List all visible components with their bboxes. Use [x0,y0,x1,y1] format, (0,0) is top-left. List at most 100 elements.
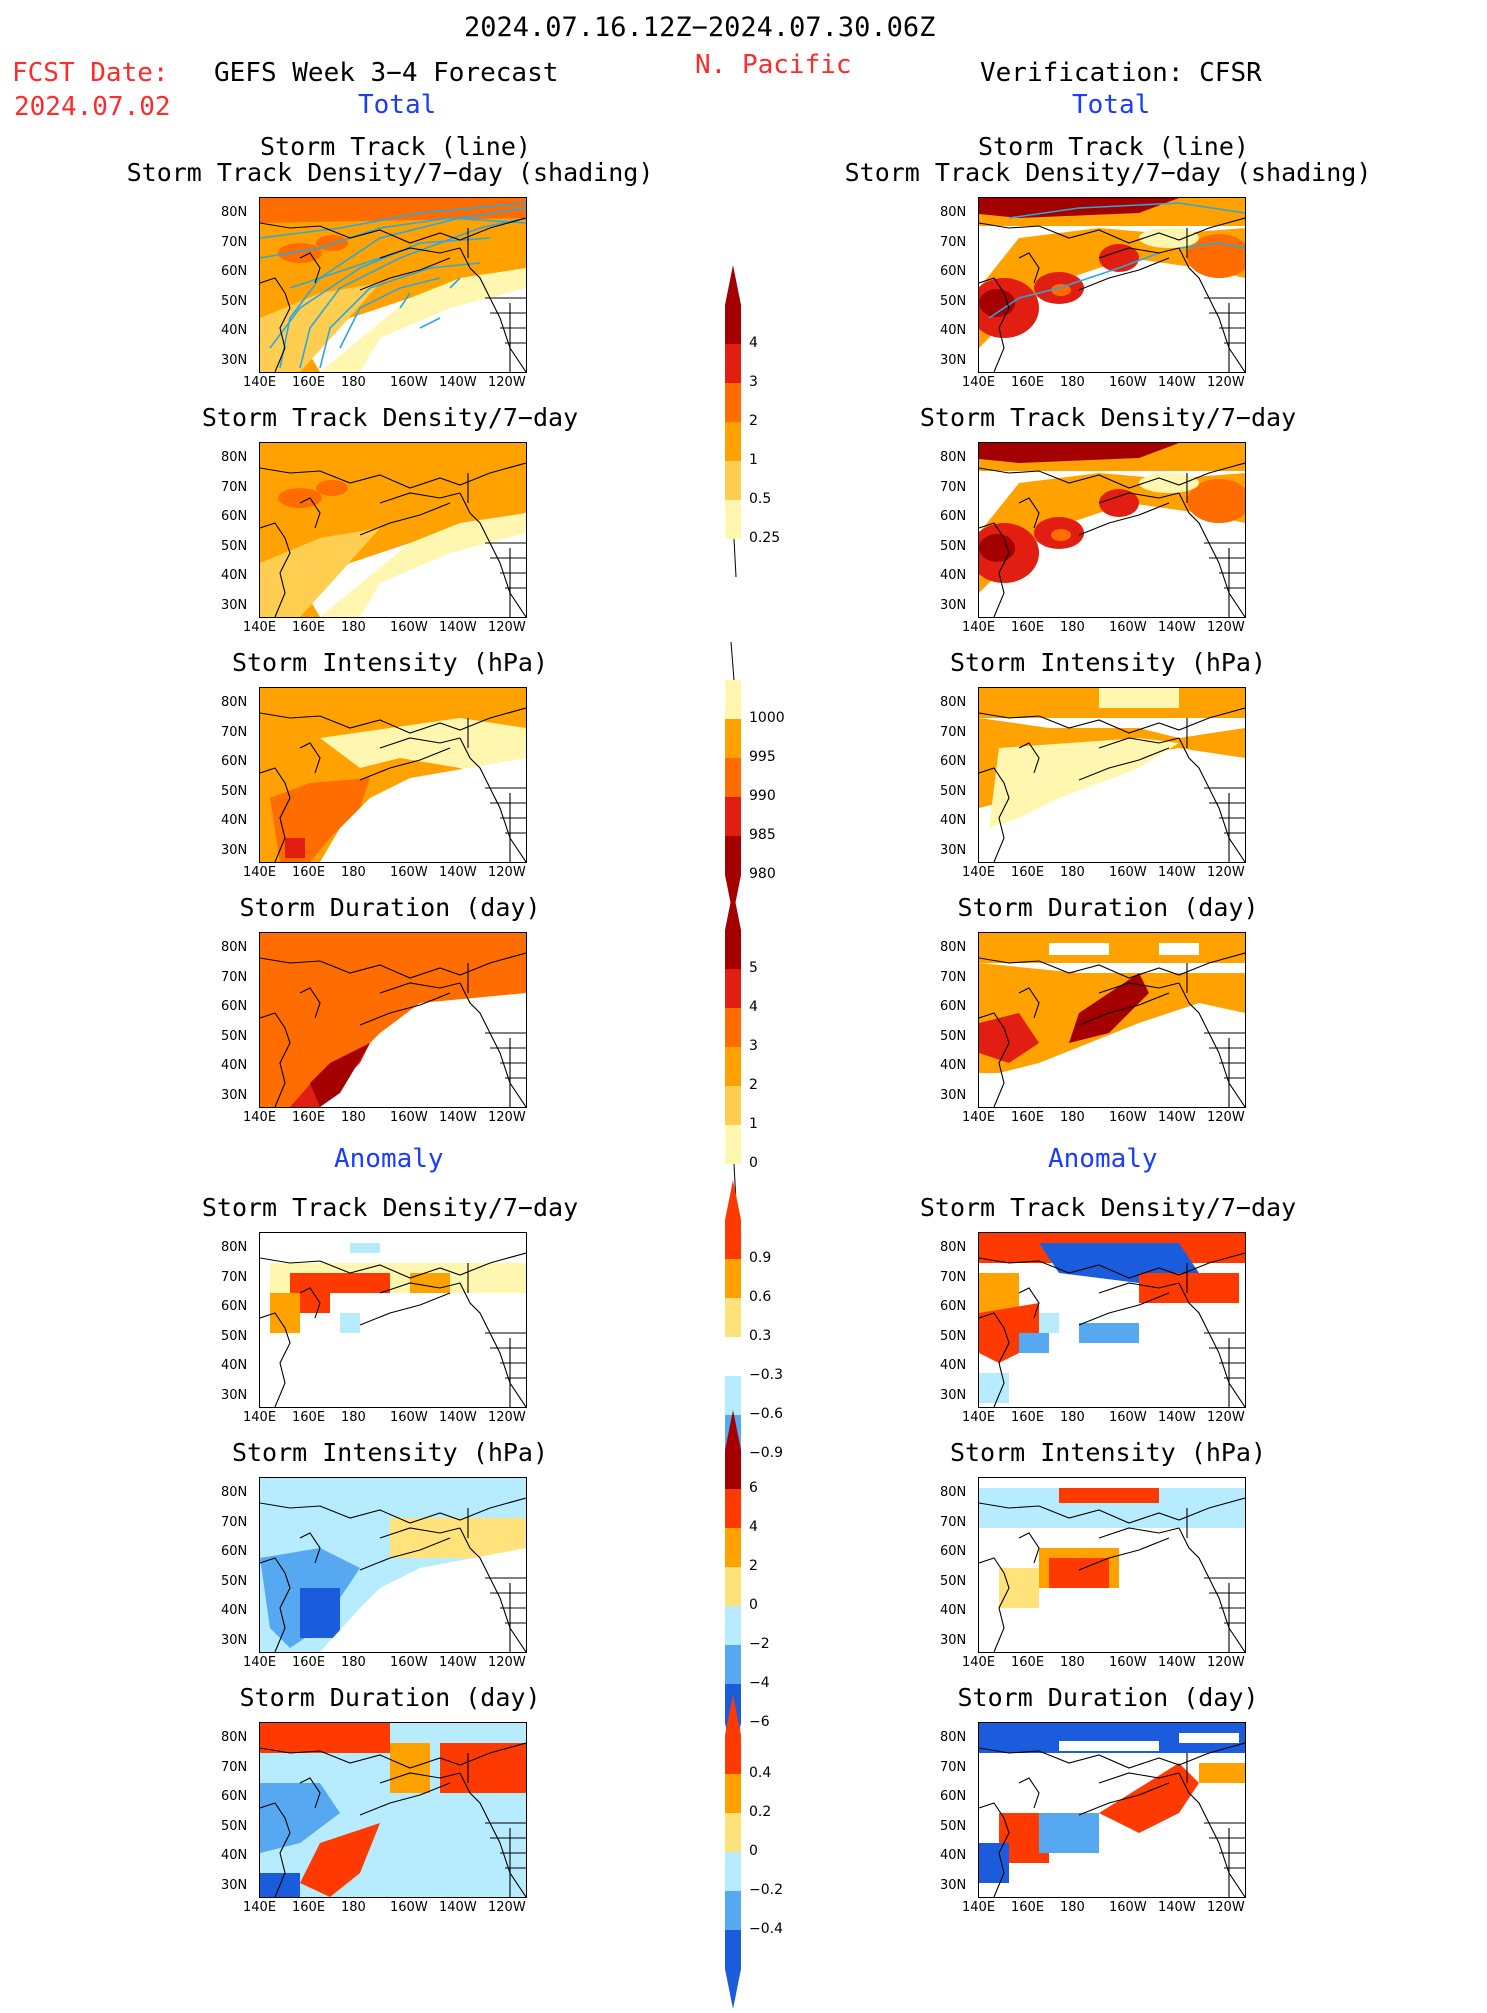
right-density-shade-region-7 [1051,529,1071,541]
left-density-anom-coastline-0 [260,1252,526,1279]
left-density-anom-lat-label-30N: 30N [221,1387,248,1403]
right-duration-anom-shade-region-3 [1179,1733,1239,1743]
left-duration-anom-lat-label-70N: 70N [221,1759,248,1775]
right-intensity-anom-lon-label-140E: 140E [962,1655,996,1670]
left-track-line-coastline-4 [359,257,451,291]
right-duration-lat-label-40N: 40N [940,1058,967,1073]
right-duration-title: Storm Duration (day) [957,893,1259,922]
left-intensity-anom-shading [260,1478,526,1652]
colorbar-density_anom-swatch-3 [725,1337,741,1376]
left-duration-anom-lon-label-160W: 160W [390,1900,428,1915]
left-duration-anom-lon-label-160E: 160E [292,1900,326,1915]
left-density-lat-label-70N: 70N [221,479,248,495]
right-duration-anom-lat-label-60N: 60N [940,1789,967,1804]
left-duration-map [259,932,527,1108]
left-density-coastline-1 [260,522,291,617]
colorbar-duration-swatch-1 [725,969,741,1008]
right-duration-map [978,932,1246,1108]
right-density-lon-label-160E: 160E [1011,620,1045,635]
right-intensity-anom-coastline-3 [1098,1527,1180,1539]
right-duration-anom-coastline-4 [1078,1782,1170,1816]
right-intensity-anom-coastline-1 [979,1557,1010,1652]
right-density-shade-region-11 [1139,473,1199,493]
left-duration-lat-label-40N: 40N [221,1058,248,1073]
left-track-line-lon-label-120W: 120W [488,375,526,390]
right-intensity-lat-label-30N: 30N [940,842,967,858]
right-duration-lon-label-140E: 140E [962,1110,996,1125]
colorbar-intensity-label-2: 990 [749,788,776,804]
left-density-anom-coastline-1 [260,1312,291,1407]
colorbar-duration-label-3: 2 [749,1077,758,1093]
right-duration-anom-lat-label-50N: 50N [940,1818,967,1834]
right-density-shade-region-5 [979,534,1015,562]
colorbar-duration_anom-swatch-0 [725,1735,741,1774]
left-density-shade-region-4 [278,488,322,508]
right-intensity-shade-region-4 [989,738,1179,828]
right-intensity-coastline-1 [979,767,1010,862]
left-track-line-shade-region-2 [260,283,380,372]
left-duration-lat-label-60N: 60N [221,999,248,1014]
left-anomaly-label: Anomaly [334,1144,444,1174]
right-duration-anom-lat-label-30N: 30N [940,1877,967,1893]
right-intensity-lat-label-80N: 80N [940,695,967,710]
right-total-label: Total [1072,90,1151,120]
left-density-shading [260,443,526,617]
right-track-line-lon-label-180: 180 [1060,375,1085,390]
right-density-shade-region-10 [1187,479,1245,523]
right-track-shading-title: Storm Track Density/7−day (shading) [844,158,1372,187]
colorbar-duration-swatch-5 [725,1125,741,1164]
left-density-anom-lat-label-70N: 70N [221,1269,248,1285]
colorbar-duration_anom-label-3: −0.2 [749,1882,783,1898]
right-track-line-shade-region-7 [1051,284,1071,296]
right-intensity-anom-lon-label-180: 180 [1060,1655,1085,1670]
left-track-line-track-line-3 [319,262,481,369]
right-density-anom-lon-label-120W: 120W [1207,1410,1245,1425]
colorbar-duration-label-2: 3 [749,1038,758,1054]
left-intensity-lat-label-80N: 80N [221,695,248,710]
left-intensity-anom-lon-label-120W: 120W [488,1655,526,1670]
colorbar-intensity_anom-label-0: 6 [749,1480,758,1496]
right-density-anom-lat-label-50N: 50N [940,1328,967,1344]
right-intensity-coastline-0 [979,707,1245,734]
right-density-anom-lon-label-140W: 140W [1158,1410,1196,1425]
left-intensity-shading [260,688,526,862]
right-track-line-shade-region-5 [979,289,1015,317]
right-density-anom-coastline-3 [1098,1282,1180,1294]
left-density-anom-lon-label-140E: 140E [243,1410,277,1425]
left-intensity-lat-label-60N: 60N [221,754,248,769]
left-intensity-anom-lon-label-140W: 140W [439,1655,477,1670]
colorbar-intensity-swatch-4 [725,836,741,875]
left-density-shade-region-3 [320,513,526,617]
right-track-line-lat-label-30N: 30N [940,352,967,368]
right-density-shading [979,443,1245,617]
right-track-line-coastline-3 [1098,247,1180,259]
left-track-line-title: Storm Track (line) [260,132,531,161]
left-intensity-anom-coastline-3 [379,1527,461,1539]
right-intensity-lon-label-120W: 120W [1207,865,1245,880]
colorbar-density [725,265,741,578]
colorbar-density-label-0: 4 [749,335,758,351]
colorbar-intensity_anom-swatch-5 [725,1645,741,1684]
left-intensity-title: Storm Intensity (hPa) [231,648,549,677]
left-track-line-shade-region-6 [260,198,526,223]
colorbar-intensity_anom-swatch-1 [725,1489,741,1528]
left-density-anom-lon-label-180: 180 [341,1410,366,1425]
left-track-line-track-line-10 [419,317,441,329]
left-duration-anom-shading [260,1723,526,1897]
right-track-line-coastline-1 [979,277,1010,372]
left-intensity-anom-coastline-1 [260,1557,291,1652]
right-duration-anom-lat-label-80N: 80N [940,1730,967,1745]
right-density-anom-title: Storm Track Density/7−day [919,1193,1297,1222]
right-intensity-anom-shading [979,1478,1245,1652]
right-track-line-lat-label-50N: 50N [940,293,967,309]
right-density-lon-label-180: 180 [1060,620,1085,635]
colorbar-density-label-4: 0.5 [749,491,772,507]
left-intensity-anom-lon-label-140E: 140E [243,1655,277,1670]
left-density-anom-shade-region-7 [350,1243,380,1253]
right-intensity-anom-shade-region-2 [1059,1488,1159,1503]
right-track-line-lon-label-120W: 120W [1207,375,1245,390]
right-track-line-track-line-1 [1008,202,1245,219]
left-duration-coastline-0 [260,952,526,979]
right-duration-anom-map [978,1722,1246,1898]
colorbar-duration-swatch-2 [725,1008,741,1047]
